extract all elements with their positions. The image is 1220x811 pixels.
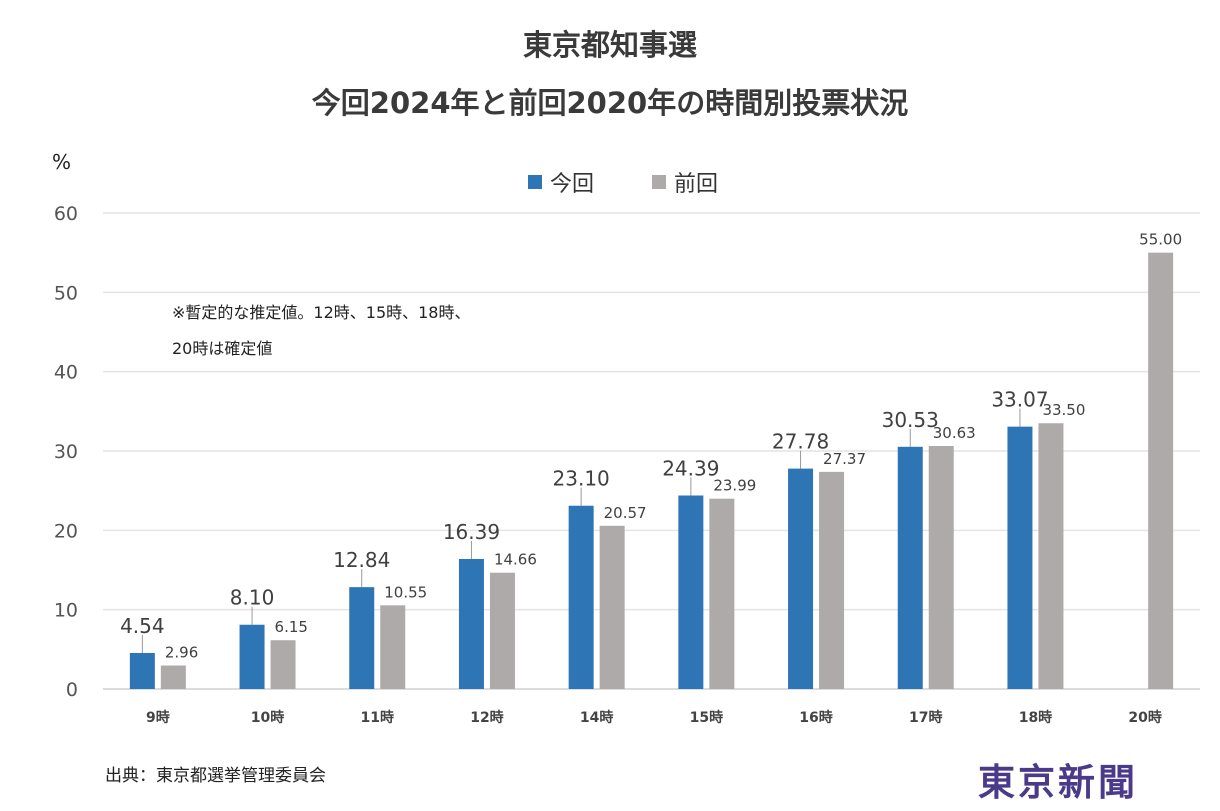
legend-swatch-previous [652,175,666,189]
data-label-current: 16.39 [443,520,500,544]
y-tick-label: 40 [54,362,78,384]
bar-previous [489,572,515,689]
data-label-previous: 2.96 [165,644,198,662]
bar-previous [709,498,735,689]
legend-item-current: 今回 [528,166,594,198]
data-label-previous: 23.99 [713,477,756,495]
data-label-current: 27.78 [772,430,829,454]
data-label-current: 12.84 [333,548,390,572]
y-tick-label: 0 [66,679,78,701]
data-label-current: 23.10 [553,467,610,491]
data-label-current: 24.39 [662,457,719,481]
x-tick-label: 9時 [146,709,170,726]
annotation-note-line2: 20時は確定値 [172,339,273,358]
y-tick-label: 60 [54,203,78,225]
bar-previous [819,471,845,689]
bar-previous [380,605,406,689]
bar-previous [270,640,296,689]
x-tick-label: 16時 [799,709,832,726]
bar-current [458,558,484,689]
x-tick-label: 20時 [1128,709,1161,726]
y-axis-unit: % [52,150,72,174]
data-label-previous: 30.63 [933,424,976,442]
y-tick-label: 20 [54,520,78,542]
chart-subtitle: 今回2024年と前回2020年の時間別投票状況 [311,86,909,120]
legend-label-current: 今回 [550,172,595,197]
data-label-current: 33.07 [991,388,1048,412]
bar-current [897,446,923,689]
data-label-previous: 27.37 [823,450,866,468]
x-tick-label: 14時 [580,709,613,726]
bar-current [678,495,704,689]
chart-title: 東京都知事選 [522,28,697,62]
bar-current [788,468,814,689]
bar-current [1007,426,1033,689]
data-label-previous: 10.55 [384,583,427,601]
bar-previous [1148,252,1174,689]
data-label-previous: 55.00 [1139,231,1182,249]
data-label-current: 8.10 [230,586,275,610]
x-tick-label: 12時 [470,709,503,726]
y-tick-label: 50 [54,282,78,304]
bar-current [349,587,375,689]
data-label-previous: 20.57 [604,504,647,522]
x-tick-label: 15時 [690,709,723,726]
legend-swatch-current [528,175,542,189]
data-label-previous: 33.50 [1042,401,1085,419]
bar-current [129,652,155,689]
bar-previous [1038,423,1064,689]
annotation-note-line1: ※暫定的な推定値。12時、15時、18時、 [172,303,471,322]
source-note: 出典：東京都選挙管理委員会 [105,766,326,786]
bar-previous [599,525,625,689]
legend-label-previous: 前回 [674,172,719,197]
x-tick-label: 11時 [361,709,394,726]
data-label-current: 4.54 [120,614,165,638]
data-label-previous: 6.15 [275,618,308,636]
bar-previous [160,665,186,689]
bar-current [239,624,265,689]
bar-previous [928,446,954,689]
x-tick-label: 18時 [1019,709,1052,726]
tokyo-shimbun-logo: 東京新聞 [978,760,1138,804]
x-tick-label: 17時 [909,709,942,726]
y-tick-label: 10 [54,600,78,622]
bar-current [568,505,594,689]
y-tick-label: 30 [54,441,78,463]
x-tick-label: 10時 [251,709,284,726]
legend-item-previous: 前回 [652,166,718,198]
data-label-previous: 14.66 [494,551,537,569]
data-label-current: 30.53 [882,408,939,432]
